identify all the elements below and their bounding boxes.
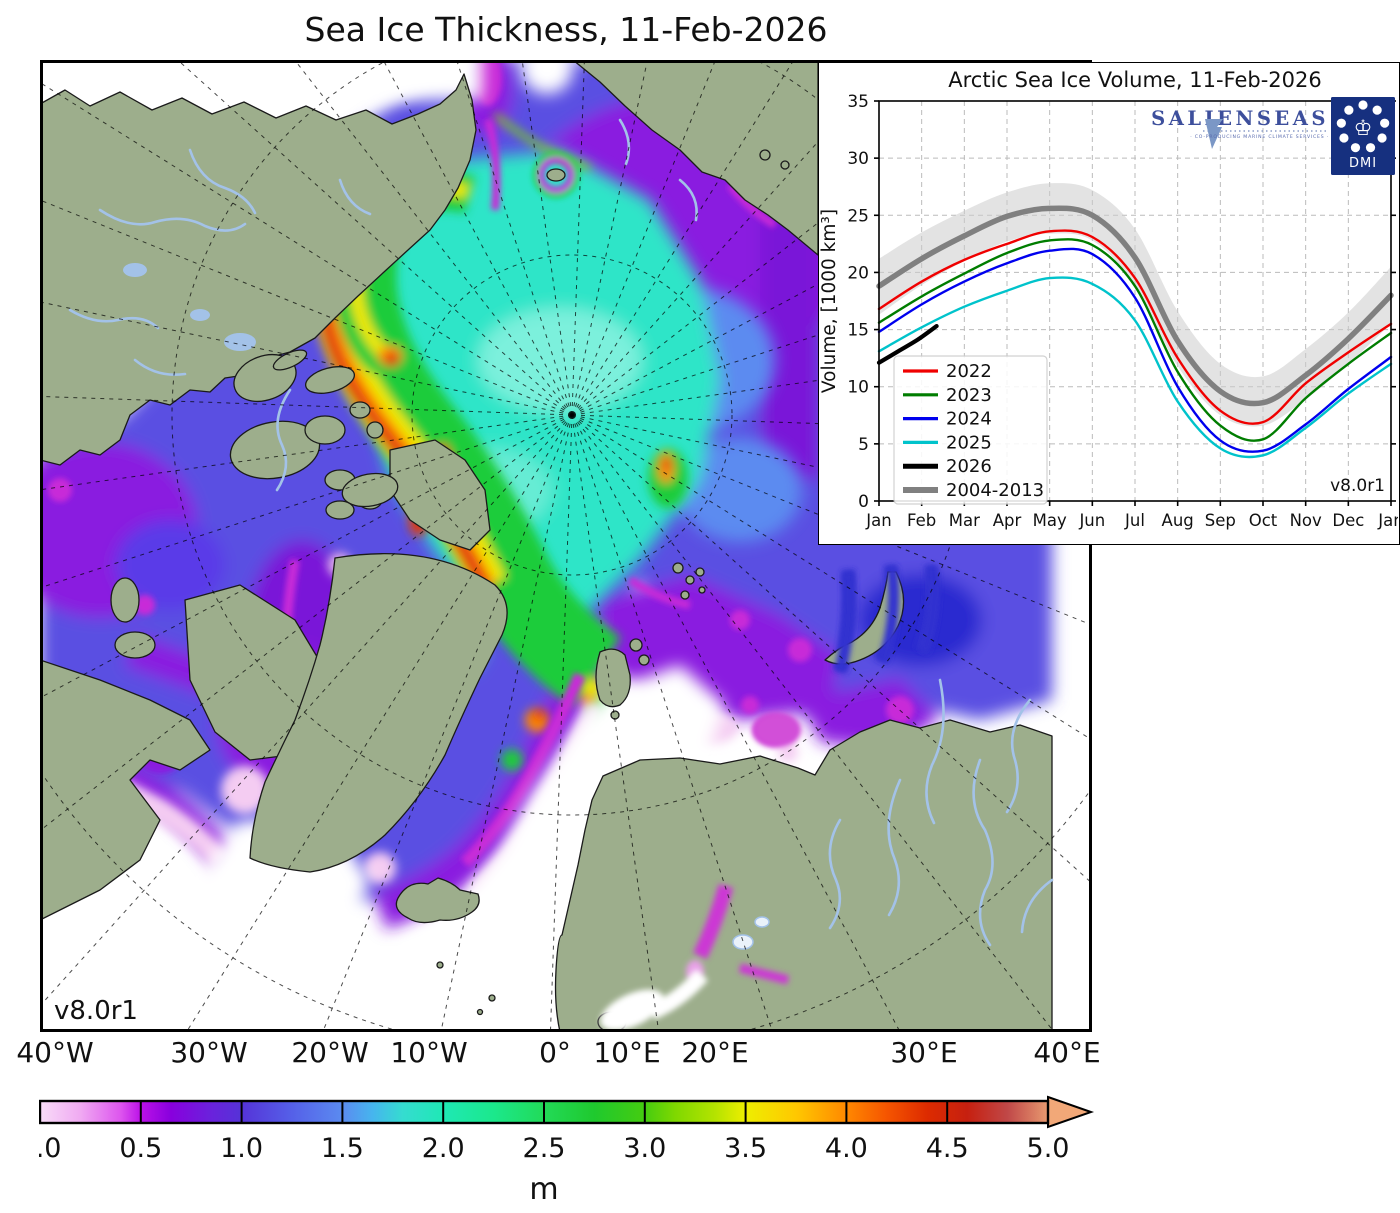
series-2025 [877,276,1393,459]
dmi-dot [1339,133,1349,143]
colorbar-tick-label: 3.0 [623,1133,666,1164]
map-lon-axis: 40°W 30°W 20°W 10°W 0° 10°E 20°E 30°E 40°E [16,1036,1100,1076]
colorbar-tick-label: 0.0 [39,1133,61,1164]
colorbar-tick-label: 0.5 [119,1133,162,1164]
lon-label: 20°W [291,1036,369,1069]
svg-text:30: 30 [847,149,869,169]
map-version-label: v8.0r1 [54,996,138,1026]
svg-text:Nov: Nov [1290,511,1322,530]
colorbar-tick-label: 5.0 [1027,1133,1070,1164]
lon-label: 20°E [681,1036,749,1069]
svg-text:Jan: Jan [1377,511,1398,530]
dmi-logo: ♔ DMI [1331,97,1395,175]
colorbar-tick-label: 2.5 [523,1133,566,1164]
svg-text:Dec: Dec [1332,511,1364,530]
series-2026 [876,324,939,365]
colorbar-arrow [1047,1095,1095,1129]
legend-label-2026: 2026 [946,456,992,477]
dmi-dot [1350,143,1361,153]
map-border [40,60,1092,1032]
legend-label-2022: 2022 [946,361,992,382]
colorbar-tick-label: 3.5 [724,1133,767,1164]
colorbar-tick-label: 4.5 [926,1133,969,1164]
thickness-colorbar: 0.0 0.5 1.0 1.5 2.0 2.5 3.0 3.5 4.0 4.5 5.0 m [19,1093,1099,1208]
colorbar-tick-label: 2.0 [422,1133,465,1164]
svg-text:Feb: Feb [907,511,936,530]
lon-label: 30°W [170,1036,248,1069]
salienseas-tagline: · CO-PRODUCING MARINE CLIMATE SERVICES · [1190,134,1329,140]
lon-label: 10°W [390,1036,468,1069]
lon-label: 0° [539,1036,571,1069]
dmi-dot [1336,118,1346,128]
dmi-dot [1358,100,1368,110]
climatology-band [879,183,1391,427]
series-2004-2013 [876,205,1394,407]
colorbar-ticks [139,1101,949,1123]
dmi-wordmark: DMI [1349,156,1377,171]
inset-title: Arctic Sea Ice Volume, 11-Feb-2026 [948,68,1321,92]
svg-text:May: May [1033,511,1067,530]
salienseas-iceberg-icon [1205,119,1223,149]
legend-label-2024: 2024 [946,409,992,430]
lon-label: 40°W [16,1036,94,1069]
land [40,60,1053,1032]
colorbar-tick-label: 1.0 [220,1133,263,1164]
svg-text:Jul: Jul [1124,511,1145,530]
dmi-dot [1344,105,1354,115]
inset-version-label: v8.0r1 [1330,476,1385,496]
series-2023 [877,238,1393,442]
svg-text:Apr: Apr [993,511,1022,530]
colorbar-unit-label: m [529,1172,558,1207]
dmi-dot [1377,133,1387,143]
colorbar-tick-label: 1.5 [321,1133,364,1164]
inset-ylabel: Volume, [1000 km³] [819,209,840,393]
svg-text:Oct: Oct [1249,511,1278,530]
dmi-crown-icon: ♔ [1354,116,1373,140]
rivers [68,118,1054,947]
legend-label-2025: 2025 [946,432,992,453]
dmi-dot [1380,118,1390,128]
lon-label: 30°E [890,1036,958,1069]
legend-label-2004-2013: 2004-2013 [946,480,1044,501]
svg-text:0: 0 [858,492,869,512]
colorbar-tick-labels: 0.0 0.5 1.0 1.5 2.0 2.5 3.0 3.5 4.0 4.5 5.0 [19,1133,1070,1164]
svg-text:Jun: Jun [1078,511,1105,530]
svg-text:5: 5 [858,435,869,455]
svg-text:Aug: Aug [1162,511,1194,530]
svg-text:Mar: Mar [949,511,980,530]
lon-label: 40°E [1033,1036,1101,1069]
svg-text:35: 35 [847,92,869,112]
salienseas-wordmark: SALIENSEAS [1151,107,1329,130]
colorbar-tick-label: 4.0 [825,1133,868,1164]
series-2022 [877,229,1393,425]
svg-text:25: 25 [847,206,869,226]
svg-text:10: 10 [847,378,869,398]
svg-text:Sep: Sep [1205,511,1236,530]
chart-series [876,205,1394,459]
lon-label: 10°E [593,1036,661,1069]
series-2024 [877,247,1393,453]
dmi-dot [1365,143,1376,153]
dmi-dot [1372,105,1382,115]
inland-seas [123,263,940,1031]
svg-text:20: 20 [847,263,869,283]
svg-text:Jan: Jan [865,511,891,530]
page-title: Sea Ice Thickness, 11-Feb-2026 [304,10,828,49]
salienseas-logo: SALIENSEAS · CO-PRODUCING MARINE CLIMATE … [1151,107,1329,149]
svg-text:15: 15 [847,321,869,341]
sea-ice-volume-inset-chart: 0 5 10 15 20 25 30 35 Jan Feb Mar Apr May Jun Jul Aug Se… [818,62,1400,545]
legend-label-2023: 2023 [946,385,992,406]
